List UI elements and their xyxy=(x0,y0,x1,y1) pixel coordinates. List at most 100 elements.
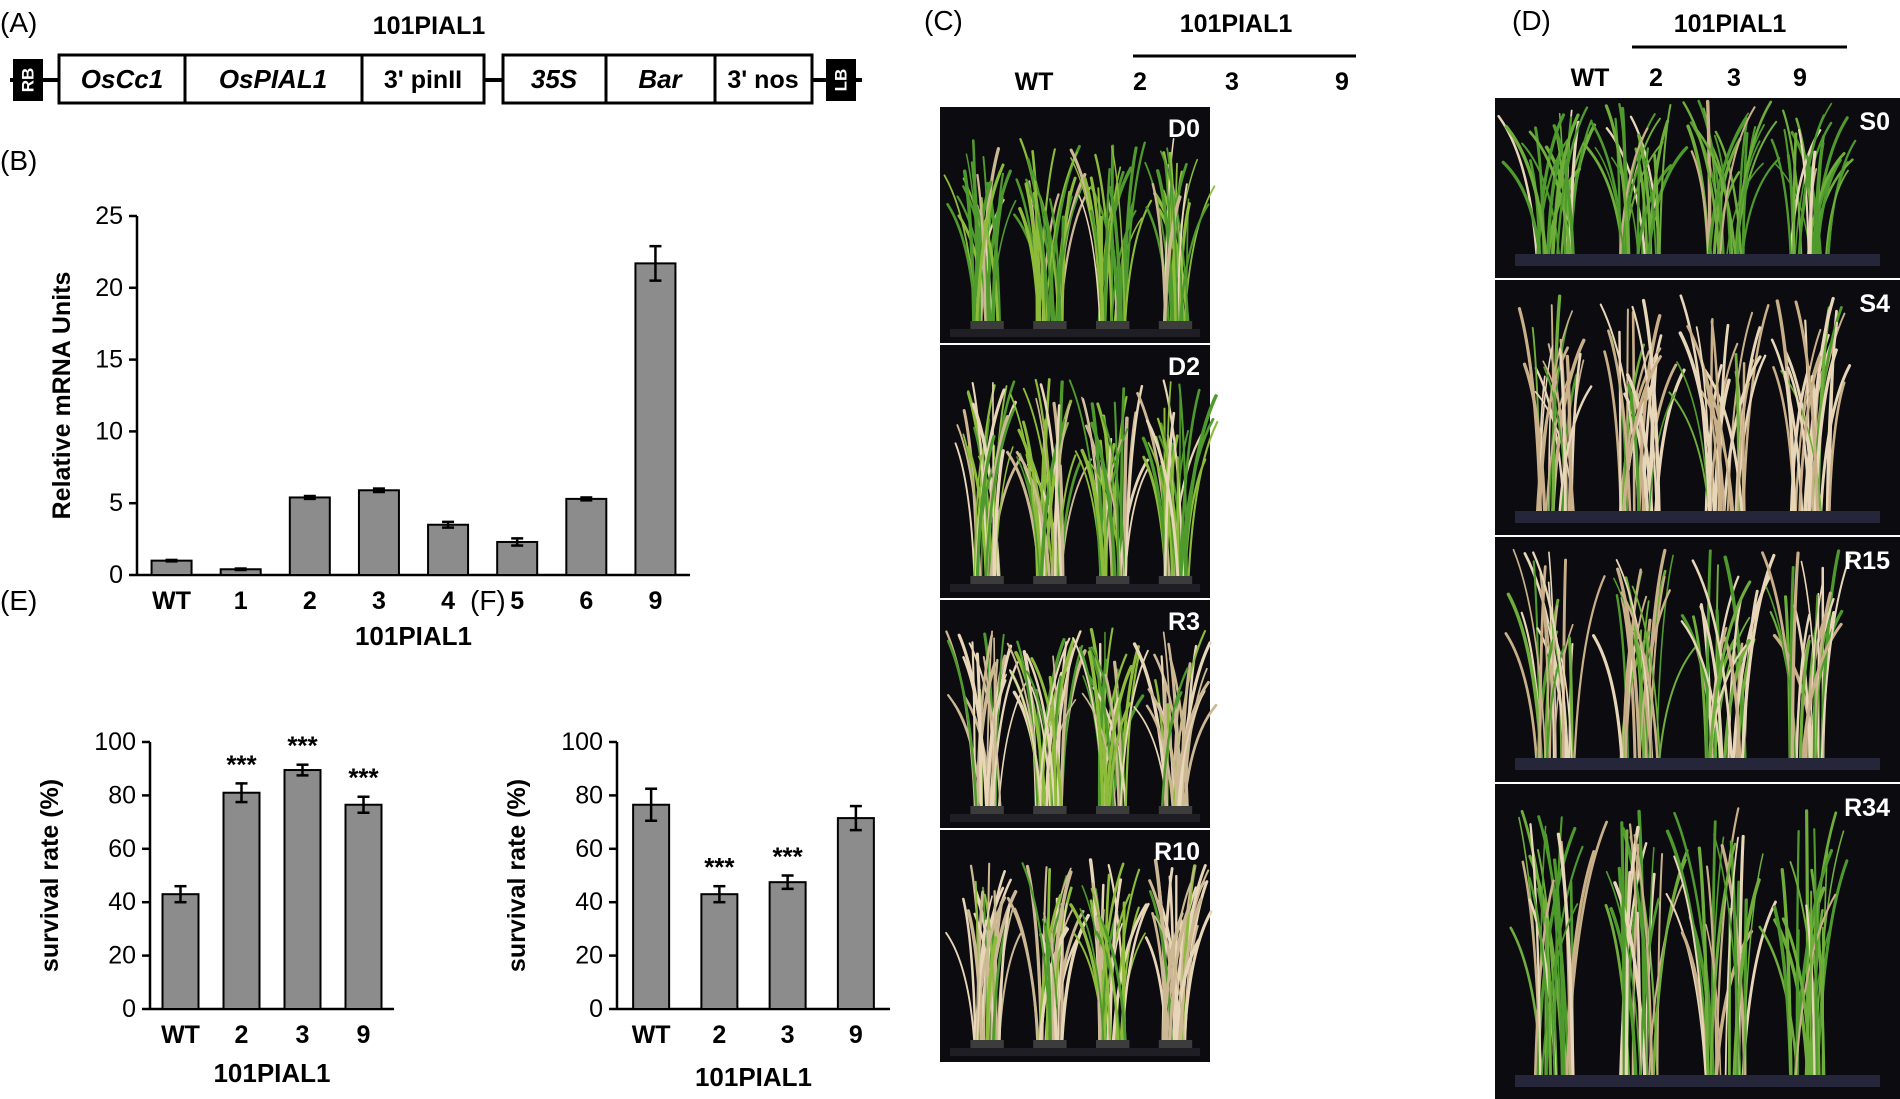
leaf-blade xyxy=(1825,169,1849,255)
leaf-blade xyxy=(1504,124,1548,256)
pot xyxy=(1033,1040,1067,1050)
leaf-blade xyxy=(1604,104,1631,256)
chart-f-ytick-label: 0 xyxy=(589,995,603,1023)
leaf-blade xyxy=(1679,294,1711,513)
leaf-blade xyxy=(1798,114,1826,256)
leaf-blade xyxy=(1159,150,1189,322)
pot xyxy=(1158,321,1193,331)
leaf-blade xyxy=(984,407,1016,578)
pot xyxy=(1095,1040,1130,1050)
photo-d-plants: S0 S4 R15 R34 xyxy=(1495,98,1900,1099)
leaf-blade xyxy=(1622,355,1662,513)
leaf-blade xyxy=(1567,636,1574,760)
chart-e-xtick-label: 3 xyxy=(296,1021,310,1049)
chart-b-bar xyxy=(288,496,331,576)
leaf-blade xyxy=(1008,669,1042,807)
c-row-r3: R3 xyxy=(940,600,1218,828)
leaf-blade xyxy=(1680,931,1709,1077)
chart-f-xtick-label: 9 xyxy=(849,1021,863,1049)
leaf-blade xyxy=(984,169,1012,323)
pot xyxy=(1158,576,1193,586)
leaf-blade xyxy=(1163,682,1168,808)
chart-b-xtick-label: WT xyxy=(152,587,191,615)
c-plant xyxy=(943,139,1017,331)
leaf-blade xyxy=(1607,329,1632,513)
leaf-blade xyxy=(1558,348,1567,513)
leaf-blade xyxy=(1610,156,1639,255)
pot xyxy=(970,576,1004,586)
leaf-blade xyxy=(966,446,988,578)
leaf-blade xyxy=(1627,382,1641,513)
chart-b-xtick-label: 3 xyxy=(372,587,386,615)
leaf-blade xyxy=(1090,421,1117,578)
leaf-blade xyxy=(1813,141,1825,256)
pot xyxy=(1033,321,1067,331)
leaf-blade xyxy=(1124,141,1146,323)
leaf-blade xyxy=(992,381,995,577)
pot xyxy=(1033,576,1067,586)
leaf-blade xyxy=(1780,867,1793,1077)
chart-b-ytick-label: 20 xyxy=(95,274,123,302)
pot xyxy=(1095,576,1130,586)
ospial1-box xyxy=(183,53,364,105)
leaf-blade xyxy=(1794,328,1822,512)
chart-f-ytick-label: 100 xyxy=(561,728,603,756)
leaf-blade xyxy=(1770,138,1792,256)
leaf-blade xyxy=(1813,828,1818,1077)
leaf-blade xyxy=(1714,130,1743,256)
chart-f-xlabel: 101PIAL1 xyxy=(695,1062,812,1092)
leaf-blade xyxy=(1820,555,1852,759)
leaf-blade xyxy=(1081,692,1117,807)
c-plant xyxy=(945,862,1022,1050)
leaf-blade xyxy=(1025,653,1056,808)
leaf-blade xyxy=(1788,566,1795,760)
leaf-blade xyxy=(1068,379,1102,577)
d-col-2: 2 xyxy=(1649,64,1663,92)
c-plant xyxy=(1006,378,1093,586)
35s-box xyxy=(501,53,608,105)
leaf-blade xyxy=(957,633,989,808)
leaf-blade xyxy=(1533,879,1555,1077)
leaf-blade xyxy=(954,442,976,577)
leaf-blade xyxy=(991,195,1004,323)
leaf-blade xyxy=(1108,185,1123,323)
chart-e-ytick-label: 40 xyxy=(108,888,136,916)
leaf-blade xyxy=(1705,99,1712,256)
leaf-blade xyxy=(1714,807,1740,1077)
leaf-blade xyxy=(1636,140,1641,256)
leaf-blade xyxy=(1680,620,1722,760)
leaf-blade xyxy=(1794,893,1837,1077)
chart-f-ytick-label: 60 xyxy=(575,835,603,863)
oscc1-label: OsCc1 xyxy=(81,64,163,94)
leaf-blade xyxy=(1174,938,1201,1042)
chart-e-significance: *** xyxy=(348,763,379,793)
leaf-blade xyxy=(1016,640,1039,808)
leaf-blade xyxy=(1545,361,1577,512)
leaf-blade xyxy=(1043,925,1052,1042)
leaf-blade xyxy=(1166,147,1179,322)
chart-e-survival: 0 20 40 60 80 100 WT 2 *** 3 *** 9 *** 101PIAL1 surviv… xyxy=(36,728,394,1088)
leaf-blade xyxy=(1060,913,1090,1042)
chart-b-ytick-label: 0 xyxy=(109,561,123,589)
leaf-blade xyxy=(1079,908,1105,1041)
chart-f-significance: *** xyxy=(772,842,803,872)
leaf-blade xyxy=(1742,361,1746,513)
leaf-blade xyxy=(1022,442,1054,578)
leaf-blade xyxy=(1798,356,1822,513)
leaf-blade xyxy=(975,652,983,808)
leaf-blade xyxy=(1815,633,1827,759)
leaf-blade xyxy=(1144,161,1173,322)
leaf-blade xyxy=(1108,702,1132,808)
tray xyxy=(1515,511,1880,523)
chart-b-bar xyxy=(357,489,400,576)
oscc1-box xyxy=(57,53,187,105)
tray xyxy=(950,584,1200,592)
chart-e-bar xyxy=(283,769,322,1010)
tray xyxy=(950,1048,1200,1056)
leaf-blade xyxy=(1794,300,1820,513)
chart-b-bar xyxy=(150,559,193,577)
leaf-blade xyxy=(1690,150,1710,256)
chart-f-survival: 0 20 40 60 80 100 WT 2 *** 3 *** 9 101PIAL1 survival … xyxy=(503,728,890,1092)
leaf-blade xyxy=(1648,391,1677,512)
leaf-blade xyxy=(1024,182,1041,323)
